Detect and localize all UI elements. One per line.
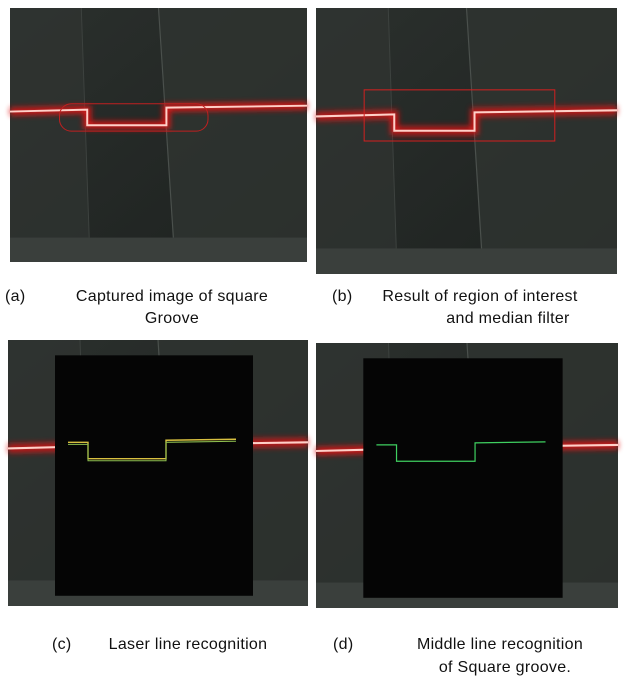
- caption: Captured image of square: [76, 288, 268, 305]
- plate: [316, 8, 396, 254]
- photo: [10, 8, 307, 262]
- photo: [8, 340, 308, 606]
- base-strip: [10, 238, 307, 262]
- plate: [10, 8, 89, 242]
- plate: [467, 8, 618, 254]
- panel-label: (c): [52, 636, 72, 653]
- photo: [316, 343, 618, 608]
- processed-region: [55, 355, 253, 595]
- images: [8, 8, 618, 608]
- panel-label: (a): [5, 288, 25, 305]
- photo: [316, 8, 617, 274]
- caption: Groove: [145, 310, 199, 327]
- caption: of Square groove.: [439, 659, 571, 676]
- caption: Middle line recognition: [417, 636, 583, 653]
- caption: Result of region of interest: [382, 288, 577, 305]
- processed-region: [363, 358, 562, 598]
- base-strip: [316, 248, 617, 274]
- caption: and median filter: [446, 310, 570, 327]
- plate: [159, 8, 308, 242]
- page: (a) Captured image of square Groove (b) …: [0, 0, 627, 681]
- panel-label: (d): [333, 636, 353, 653]
- panel-label: (b): [332, 288, 352, 305]
- figure: (a) Captured image of square Groove (b) …: [0, 0, 627, 681]
- caption: Laser line recognition: [109, 636, 268, 653]
